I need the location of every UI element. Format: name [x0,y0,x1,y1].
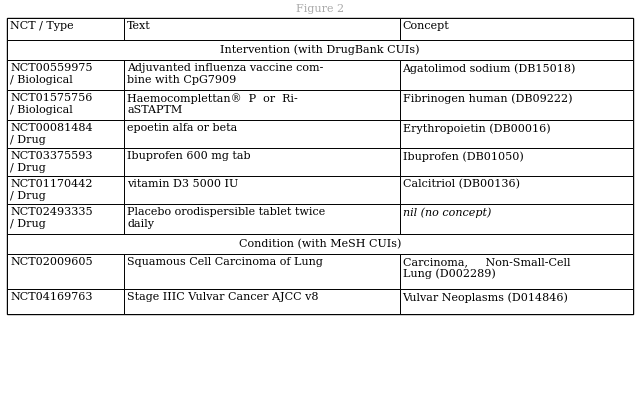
Text: Adjuvanted influenza vaccine com-
bine with CpG7909: Adjuvanted influenza vaccine com- bine w… [127,63,323,85]
Bar [124,18,399,40]
Bar [124,60,399,90]
Text: Figure 2: Figure 2 [296,4,344,14]
Bar [399,289,633,314]
Bar [7,234,633,254]
Bar [7,18,633,314]
Text: Stage IIIC Vulvar Cancer AJCC v8: Stage IIIC Vulvar Cancer AJCC v8 [127,292,319,302]
Bar [7,254,124,289]
Text: Vulvar Neoplasms (D014846): Vulvar Neoplasms (D014846) [403,292,568,303]
Text: NCT01575756
/ Biological: NCT01575756 / Biological [10,93,92,115]
Bar [399,90,633,120]
Text: NCT / Type: NCT / Type [10,21,74,31]
Bar [7,289,124,314]
Bar [124,254,399,289]
Bar [399,18,633,40]
Bar [7,148,124,176]
Text: Haemocomplettan®  P  or  Ri-
aSTAPTM: Haemocomplettan® P or Ri- aSTAPTM [127,93,298,115]
Bar [124,90,399,120]
Bar [7,40,633,60]
Text: NCT01170442
/ Drug: NCT01170442 / Drug [10,179,93,200]
Text: Condition (with MeSH CUIs): Condition (with MeSH CUIs) [239,239,401,249]
Text: Ibuprofen (DB01050): Ibuprofen (DB01050) [403,151,524,162]
Text: Erythropoietin (DB00016): Erythropoietin (DB00016) [403,123,550,134]
Bar [399,60,633,90]
Text: Calcitriol (DB00136): Calcitriol (DB00136) [403,179,520,189]
Text: nil (no concept): nil (no concept) [403,207,491,218]
Text: NCT00081484
/ Drug: NCT00081484 / Drug [10,123,93,145]
Text: NCT00559975
/ Biological: NCT00559975 / Biological [10,63,93,85]
Text: Text: Text [127,21,151,31]
Text: NCT03375593
/ Drug: NCT03375593 / Drug [10,151,93,172]
Bar [7,120,124,148]
Text: vitamin D3 5000 IU: vitamin D3 5000 IU [127,179,238,189]
Bar [399,176,633,204]
Bar [124,176,399,204]
Text: Placebo orodispersible tablet twice
daily: Placebo orodispersible tablet twice dail… [127,207,325,229]
Bar [124,204,399,234]
Text: NCT02009605: NCT02009605 [10,257,93,267]
Bar [399,254,633,289]
Bar [124,148,399,176]
Bar [399,204,633,234]
Bar [124,120,399,148]
Bar [7,90,124,120]
Text: NCT02493335
/ Drug: NCT02493335 / Drug [10,207,93,229]
Bar [7,60,124,90]
Bar [7,176,124,204]
Text: NCT04169763: NCT04169763 [10,292,93,302]
Bar [7,204,124,234]
Bar [7,18,124,40]
Text: Concept: Concept [403,21,449,31]
Text: Ibuprofen 600 mg tab: Ibuprofen 600 mg tab [127,151,251,161]
Text: Squamous Cell Carcinoma of Lung: Squamous Cell Carcinoma of Lung [127,257,323,267]
Text: Carcinoma,     Non-Small-Cell
Lung (D002289): Carcinoma, Non-Small-Cell Lung (D002289) [403,257,570,279]
Text: Intervention (with DrugBank CUIs): Intervention (with DrugBank CUIs) [220,45,420,55]
Bar [124,289,399,314]
Bar [399,148,633,176]
Bar [399,120,633,148]
Text: epoetin alfa or beta: epoetin alfa or beta [127,123,237,133]
Text: Fibrinogen human (DB09222): Fibrinogen human (DB09222) [403,93,572,103]
Text: Agatolimod sodium (DB15018): Agatolimod sodium (DB15018) [403,63,576,73]
